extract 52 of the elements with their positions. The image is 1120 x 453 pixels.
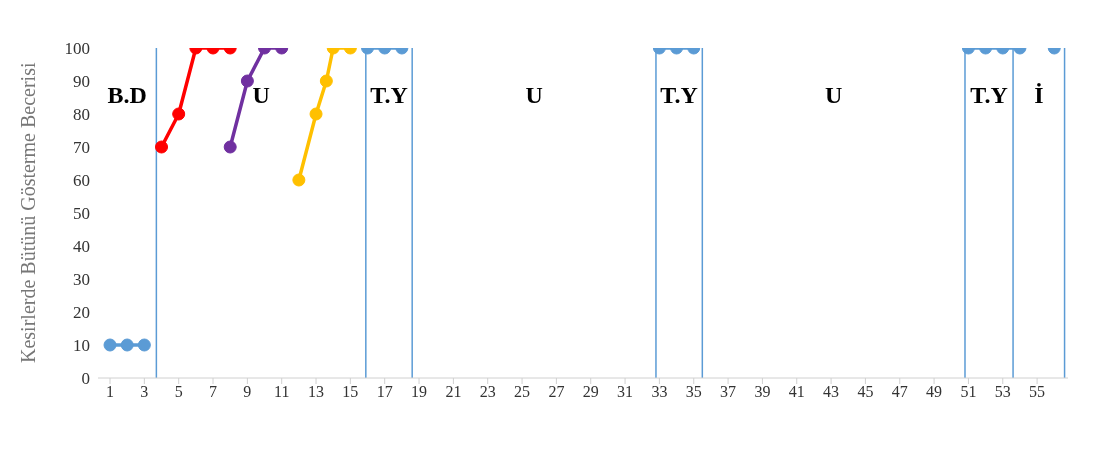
x-tick-label: 43: [823, 383, 840, 401]
x-tick-label: 19: [411, 383, 428, 401]
x-tick-label: 29: [582, 383, 599, 401]
x-tick-label: 33: [651, 383, 668, 401]
y-tick-label: 100: [64, 39, 90, 59]
x-tick-label: 35: [685, 383, 702, 401]
annotation: T.Y: [970, 82, 1008, 109]
x-tick-label: 1: [106, 383, 115, 401]
x-tick-label: 13: [308, 383, 325, 401]
x-tick-label: 41: [788, 383, 805, 401]
x-tick-label: 25: [514, 383, 531, 401]
point: [292, 173, 306, 187]
x-tick-label: 39: [754, 383, 771, 401]
x-tick-label: 7: [209, 383, 218, 401]
x-tick-label: 45: [857, 383, 874, 401]
y-tick-label: 0: [81, 369, 90, 389]
annotation: T.Y: [660, 82, 698, 109]
x-tick-label: 49: [926, 383, 943, 401]
x-tick-label: 55: [1029, 383, 1046, 401]
point: [103, 338, 117, 352]
x-tick-label: 17: [376, 383, 393, 401]
y-tick-label: 30: [73, 270, 90, 290]
annotation: U: [252, 82, 270, 109]
x-tick-label: 15: [342, 383, 359, 401]
y-tick-label: 50: [73, 204, 90, 224]
y-tick-label: 60: [73, 171, 90, 191]
y-tick-label: 10: [73, 336, 90, 356]
x-tick-label: 27: [548, 383, 565, 401]
annotation: U: [824, 82, 843, 109]
y-tick-label: 90: [73, 72, 90, 92]
x-tick-label: 3: [140, 383, 149, 401]
annotation: U: [525, 82, 543, 109]
x-tick-label: 5: [174, 383, 183, 401]
annotation: İ: [1034, 82, 1044, 109]
x-tick-label: 51: [960, 383, 977, 401]
x-tick-label: 21: [445, 383, 462, 401]
x-tick-label: 37: [720, 383, 737, 401]
point: [137, 338, 151, 352]
x-tick-label: 47: [891, 383, 908, 401]
x-tick-label: 9: [243, 383, 252, 401]
y-tick-label: 70: [73, 138, 90, 158]
x-tick-label: 53: [994, 383, 1011, 401]
y-tick-label: 40: [73, 237, 90, 257]
x-tick-label: 11: [274, 383, 290, 401]
y-axis-title: Kesirlerde Bütünü Gösterme Becerisi: [17, 62, 40, 363]
annotation: T.Y: [370, 82, 408, 109]
annotation: B.D: [107, 82, 147, 109]
x-tick-label: 31: [617, 383, 634, 401]
x-tick-label: 23: [479, 383, 496, 401]
y-tick-label: 20: [73, 303, 90, 323]
point: [120, 338, 134, 352]
y-tick-label: 80: [73, 105, 90, 125]
